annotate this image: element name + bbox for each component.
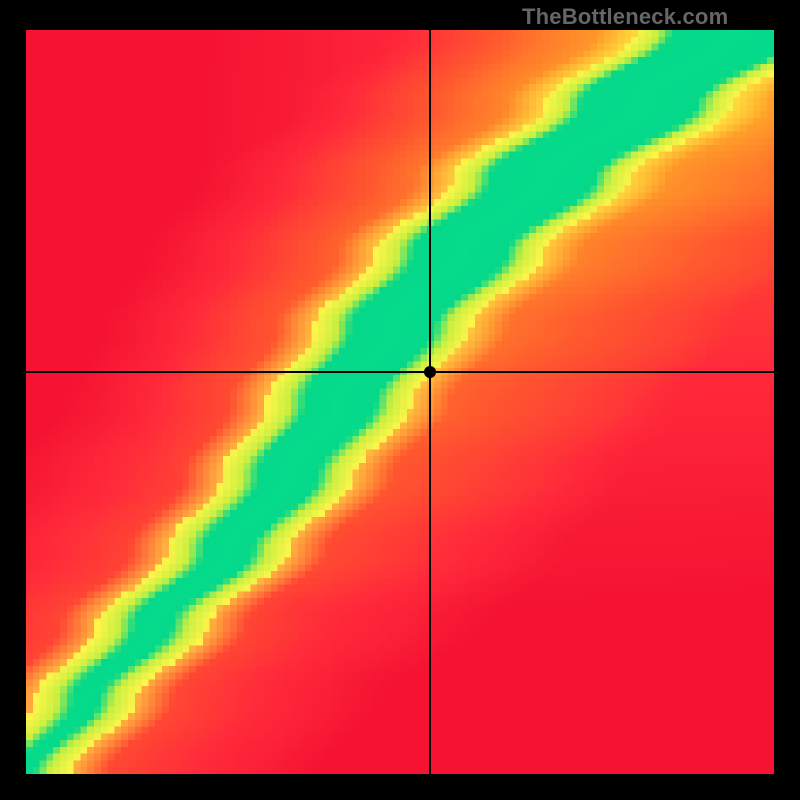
watermark-text: TheBottleneck.com: [522, 4, 728, 30]
heatmap-canvas: [26, 30, 774, 774]
heatmap-plot: [26, 30, 774, 774]
crosshair-point: [424, 366, 436, 378]
crosshair-horizontal: [26, 371, 774, 373]
crosshair-vertical: [429, 30, 431, 774]
chart-frame: { "watermark": { "text": "TheBottleneck.…: [0, 0, 800, 800]
